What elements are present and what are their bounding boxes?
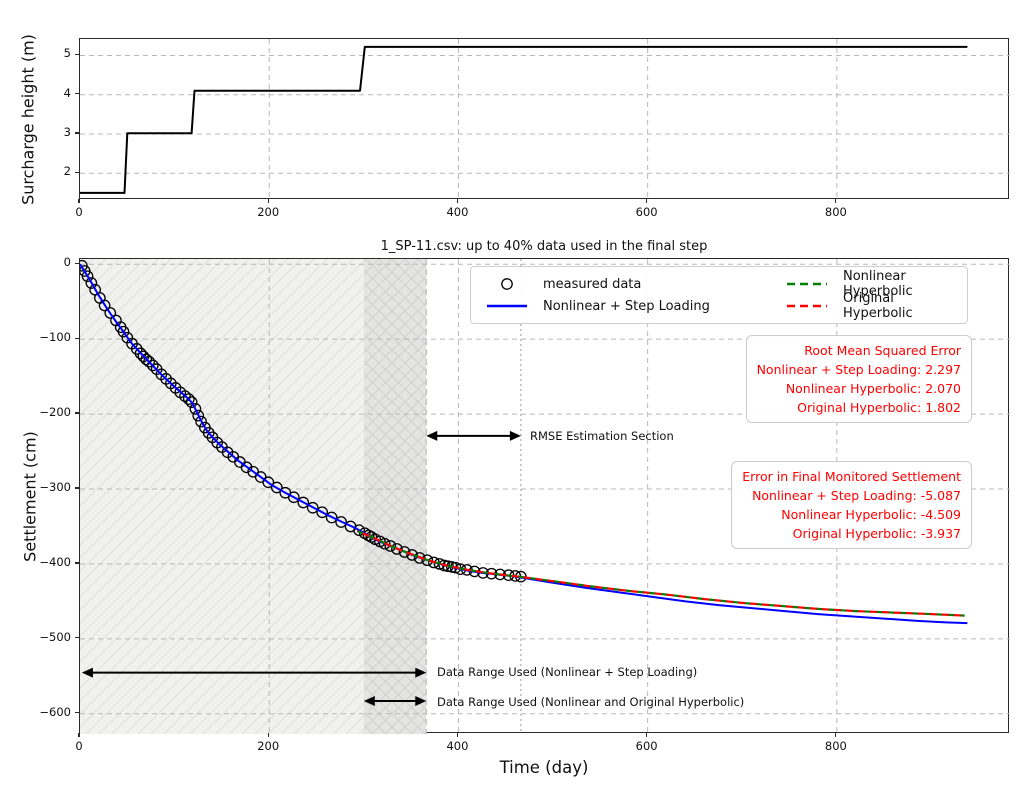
x-tick-label: 800	[824, 739, 847, 753]
surcharge-axes	[79, 38, 1010, 200]
x-tick-mark	[456, 733, 459, 737]
x-tick-mark	[267, 733, 269, 737]
x-tick-label: 600	[635, 739, 658, 753]
x-tick-mark	[267, 199, 269, 203]
legend-label: Nonlinear + Step Loading	[543, 298, 710, 314]
legend-label: Nonlinear Hyperbolic	[843, 269, 913, 299]
x-tick-mark	[646, 733, 648, 737]
final-error-info-box: Error in Final Monitored Settlement Nonl…	[731, 461, 972, 549]
y-tick-label: 3	[63, 125, 71, 140]
x-tick-mark	[78, 199, 80, 203]
y-tick-mark	[75, 637, 79, 639]
surcharge-height	[80, 45, 968, 194]
hyperbolic-data-range	[363, 259, 427, 734]
x-tick-label: 200	[257, 739, 280, 753]
x-tick-mark	[835, 199, 837, 203]
y-tick-mark	[75, 337, 79, 339]
x-tick-label: 200	[257, 205, 280, 219]
double-arrow	[81, 667, 427, 678]
hyperbolic-range-annotation: Data Range Used (Nonlinear and Original …	[437, 695, 745, 709]
y-tick-mark	[75, 171, 79, 173]
y-tick-mark	[75, 93, 79, 95]
y-tick-mark	[75, 132, 79, 134]
rmse-info-box: Root Mean Squared Error Nonlinear + Step…	[745, 335, 972, 423]
y-tick-mark	[75, 262, 79, 264]
y-tick-label: −200	[39, 405, 71, 420]
double-arrow	[363, 696, 427, 707]
error-box-line: Error in Final Monitored Settlement	[742, 469, 961, 484]
x-tick-mark	[78, 733, 80, 737]
legend-item-measured-data: measured data	[485, 273, 785, 295]
step-loading-range-annotation: Data Range Used (Nonlinear + Step Loadin…	[437, 665, 698, 679]
y-tick-label: −500	[39, 629, 71, 644]
legend-item-nonlinear-hyperbolic: Nonlinear Hyperbolic	[785, 269, 957, 299]
y-tick-label: −300	[39, 480, 71, 494]
solid-line-icon	[485, 303, 529, 309]
surcharge-plot-area	[80, 39, 1010, 200]
x-tick-label: 400	[446, 739, 469, 753]
x-axis-label: Time (day)	[499, 758, 589, 777]
x-tick-label: 0	[75, 739, 83, 753]
error-box-line: Nonlinear Hyperbolic: -4.509	[781, 507, 961, 522]
y-tick-label: −100	[39, 330, 71, 345]
y-tick-mark	[75, 562, 79, 564]
legend-label: Original Hyperbolic	[843, 291, 913, 321]
nonlinear-step-loading	[80, 263, 968, 625]
x-tick-label: 800	[824, 205, 847, 219]
y-tick-mark	[75, 712, 79, 714]
rmse-box-line: Nonlinear Hyperbolic: 2.070	[785, 381, 961, 396]
y-tick-label: 4	[63, 85, 71, 100]
rmse-section-annotation: RMSE Estimation Section	[530, 429, 674, 443]
error-box-line: Original Hyperbolic: -3.937	[792, 526, 961, 541]
x-tick-mark	[456, 199, 459, 203]
y-tick-label: −600	[39, 704, 71, 719]
measured-data-marker-icon	[485, 276, 529, 292]
y-tick-label: −400	[39, 554, 71, 569]
y-tick-mark	[75, 412, 79, 414]
y-tick-mark	[75, 487, 79, 489]
legend-item-original-hyperbolic: Original Hyperbolic	[785, 291, 957, 321]
original-hyperbolic	[356, 529, 965, 617]
legend-item-nonlinear-step-loading: Nonlinear + Step Loading	[485, 295, 785, 317]
x-tick-mark	[835, 733, 837, 737]
rmse-box-line: Original Hyperbolic: 1.802	[797, 400, 961, 415]
y-tick-mark	[75, 53, 79, 56]
error-box-line: Nonlinear + Step Loading: -5.087	[752, 488, 961, 503]
x-tick-mark	[646, 199, 648, 203]
red-dashed-line-icon	[785, 303, 829, 309]
x-tick-label: 0	[75, 205, 83, 219]
plot-title: 1_SP-11.csv: up to 40% data used in the …	[380, 239, 708, 254]
legend: measured data Nonlinear + Step Loading N…	[470, 266, 968, 324]
y-tick-label: 5	[63, 46, 71, 61]
settlement-plot-area	[80, 259, 1010, 734]
y-tick-label: 0	[63, 255, 71, 270]
rmse-box-line: Root Mean Squared Error	[804, 343, 961, 358]
x-tick-label: 600	[635, 205, 658, 219]
y-tick-label: 2	[63, 164, 71, 179]
rmse-box-line: Nonlinear + Step Loading: 2.297	[756, 362, 961, 377]
x-tick-label: 400	[446, 205, 469, 219]
double-arrow	[426, 430, 521, 441]
legend-label: measured data	[543, 276, 642, 292]
green-dashed-line-icon	[785, 281, 829, 287]
